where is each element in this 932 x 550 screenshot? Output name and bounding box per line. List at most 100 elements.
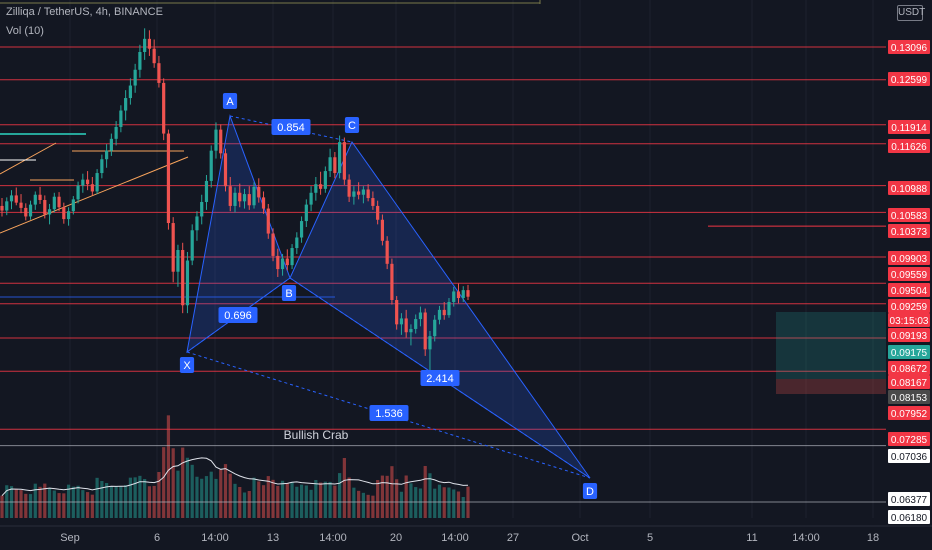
candle [342,137,346,185]
candle-body [138,51,142,70]
time-axis-bg [0,526,886,550]
volume-bar [209,471,213,518]
candle [76,181,80,204]
volume-bar [43,483,47,518]
candle [452,286,456,307]
volume-bar [395,479,399,518]
currency-badge[interactable]: USDT [897,5,925,21]
volume-bar [257,481,261,518]
candle-body [62,207,66,220]
candle-body [214,129,218,151]
candle-body [247,194,251,206]
pattern-labels: X A B C D 0.854 0.696 2.414 1.536 Bullish Crab [179,93,598,499]
pattern-point-x: X [179,357,195,373]
volume-bar [361,492,365,518]
pattern-ratio-text: 0.854 [277,122,305,134]
candle [404,309,408,338]
candle [423,308,427,356]
pattern-ratio-bg [420,370,460,386]
volume-bar [399,491,404,518]
pattern-point-d-text: D [586,486,594,498]
price-label: 0.11914 [888,120,930,134]
candle-body [200,201,204,217]
candle-body [5,201,9,211]
volume-bar [166,415,171,518]
volume-bar [233,483,237,518]
long-position-tool [776,312,886,394]
candle [304,199,308,227]
candle-body [105,150,109,160]
price-label-bg [888,251,930,265]
price-label: 0.09903 [888,251,930,265]
volume-bar [423,466,427,518]
volume-bar [162,447,166,518]
volume-bar [81,490,85,518]
candle [52,192,56,213]
price-label-bg [888,72,930,86]
candle-body [385,240,389,264]
pattern-point-a: A [222,93,238,109]
volume-bar [219,469,223,518]
candle-body [261,197,266,209]
pattern-point-d: D [582,483,598,499]
position-loss-zone [776,379,886,394]
volume-bar [52,490,56,518]
time-tick-label: 20 [390,532,402,544]
volume-bar [176,470,180,518]
volume-bar [352,487,356,518]
candles [0,28,470,373]
candle [85,171,90,191]
volume-bar [404,475,408,518]
candle [361,186,365,204]
candle [318,171,323,195]
candle [228,176,232,212]
price-label-text: 0.13096 [891,43,928,54]
price-label: 03:15:03 [888,313,930,327]
price-label-bg [888,313,930,327]
volume-bar [323,481,327,518]
volume-bar [290,481,294,518]
price-label: 0.13096 [888,40,930,54]
volume-bar [280,480,285,518]
candle [414,314,418,334]
candle [428,330,432,373]
volume-bar [62,493,66,518]
candle [5,197,9,216]
price-label-text: 0.07952 [891,409,928,420]
candle-body [414,319,418,329]
candle-body [304,204,308,222]
candle [105,144,109,168]
candle [204,175,209,210]
candle [24,203,28,221]
price-label-bg [888,299,930,313]
price-label-bg [888,283,930,297]
price-label-bg [888,328,930,342]
time-axis: Sep 6 14:00 13 14:00 20 14:00 27 Oct 5 11 14:00 18 [0,525,932,550]
volume-bar [190,464,194,518]
candle-body [361,189,365,195]
candle [138,44,142,78]
price-label-text: 0.07285 [891,435,928,446]
price-label-bg [888,139,930,153]
price-label-bg [888,449,930,463]
price-label-bg [888,361,930,375]
volume-bar [357,490,361,518]
volume-bar [418,488,423,518]
candle [181,242,185,314]
price-label-text: 0.08167 [891,378,928,389]
candle [266,203,270,239]
candle-body [143,38,147,52]
candle [271,228,275,262]
time-tick-label: 13 [267,532,279,544]
harmonic-pattern [186,114,591,479]
time-tick-label: 11 [746,532,757,544]
candle-body [252,186,256,206]
candle [233,187,237,213]
candle [152,39,156,68]
price-label: 0.10583 [888,208,930,222]
volume-bar [366,494,370,518]
price-label: 0.07285 [888,432,930,446]
volume-bar [204,476,209,518]
candle-body [280,258,285,270]
